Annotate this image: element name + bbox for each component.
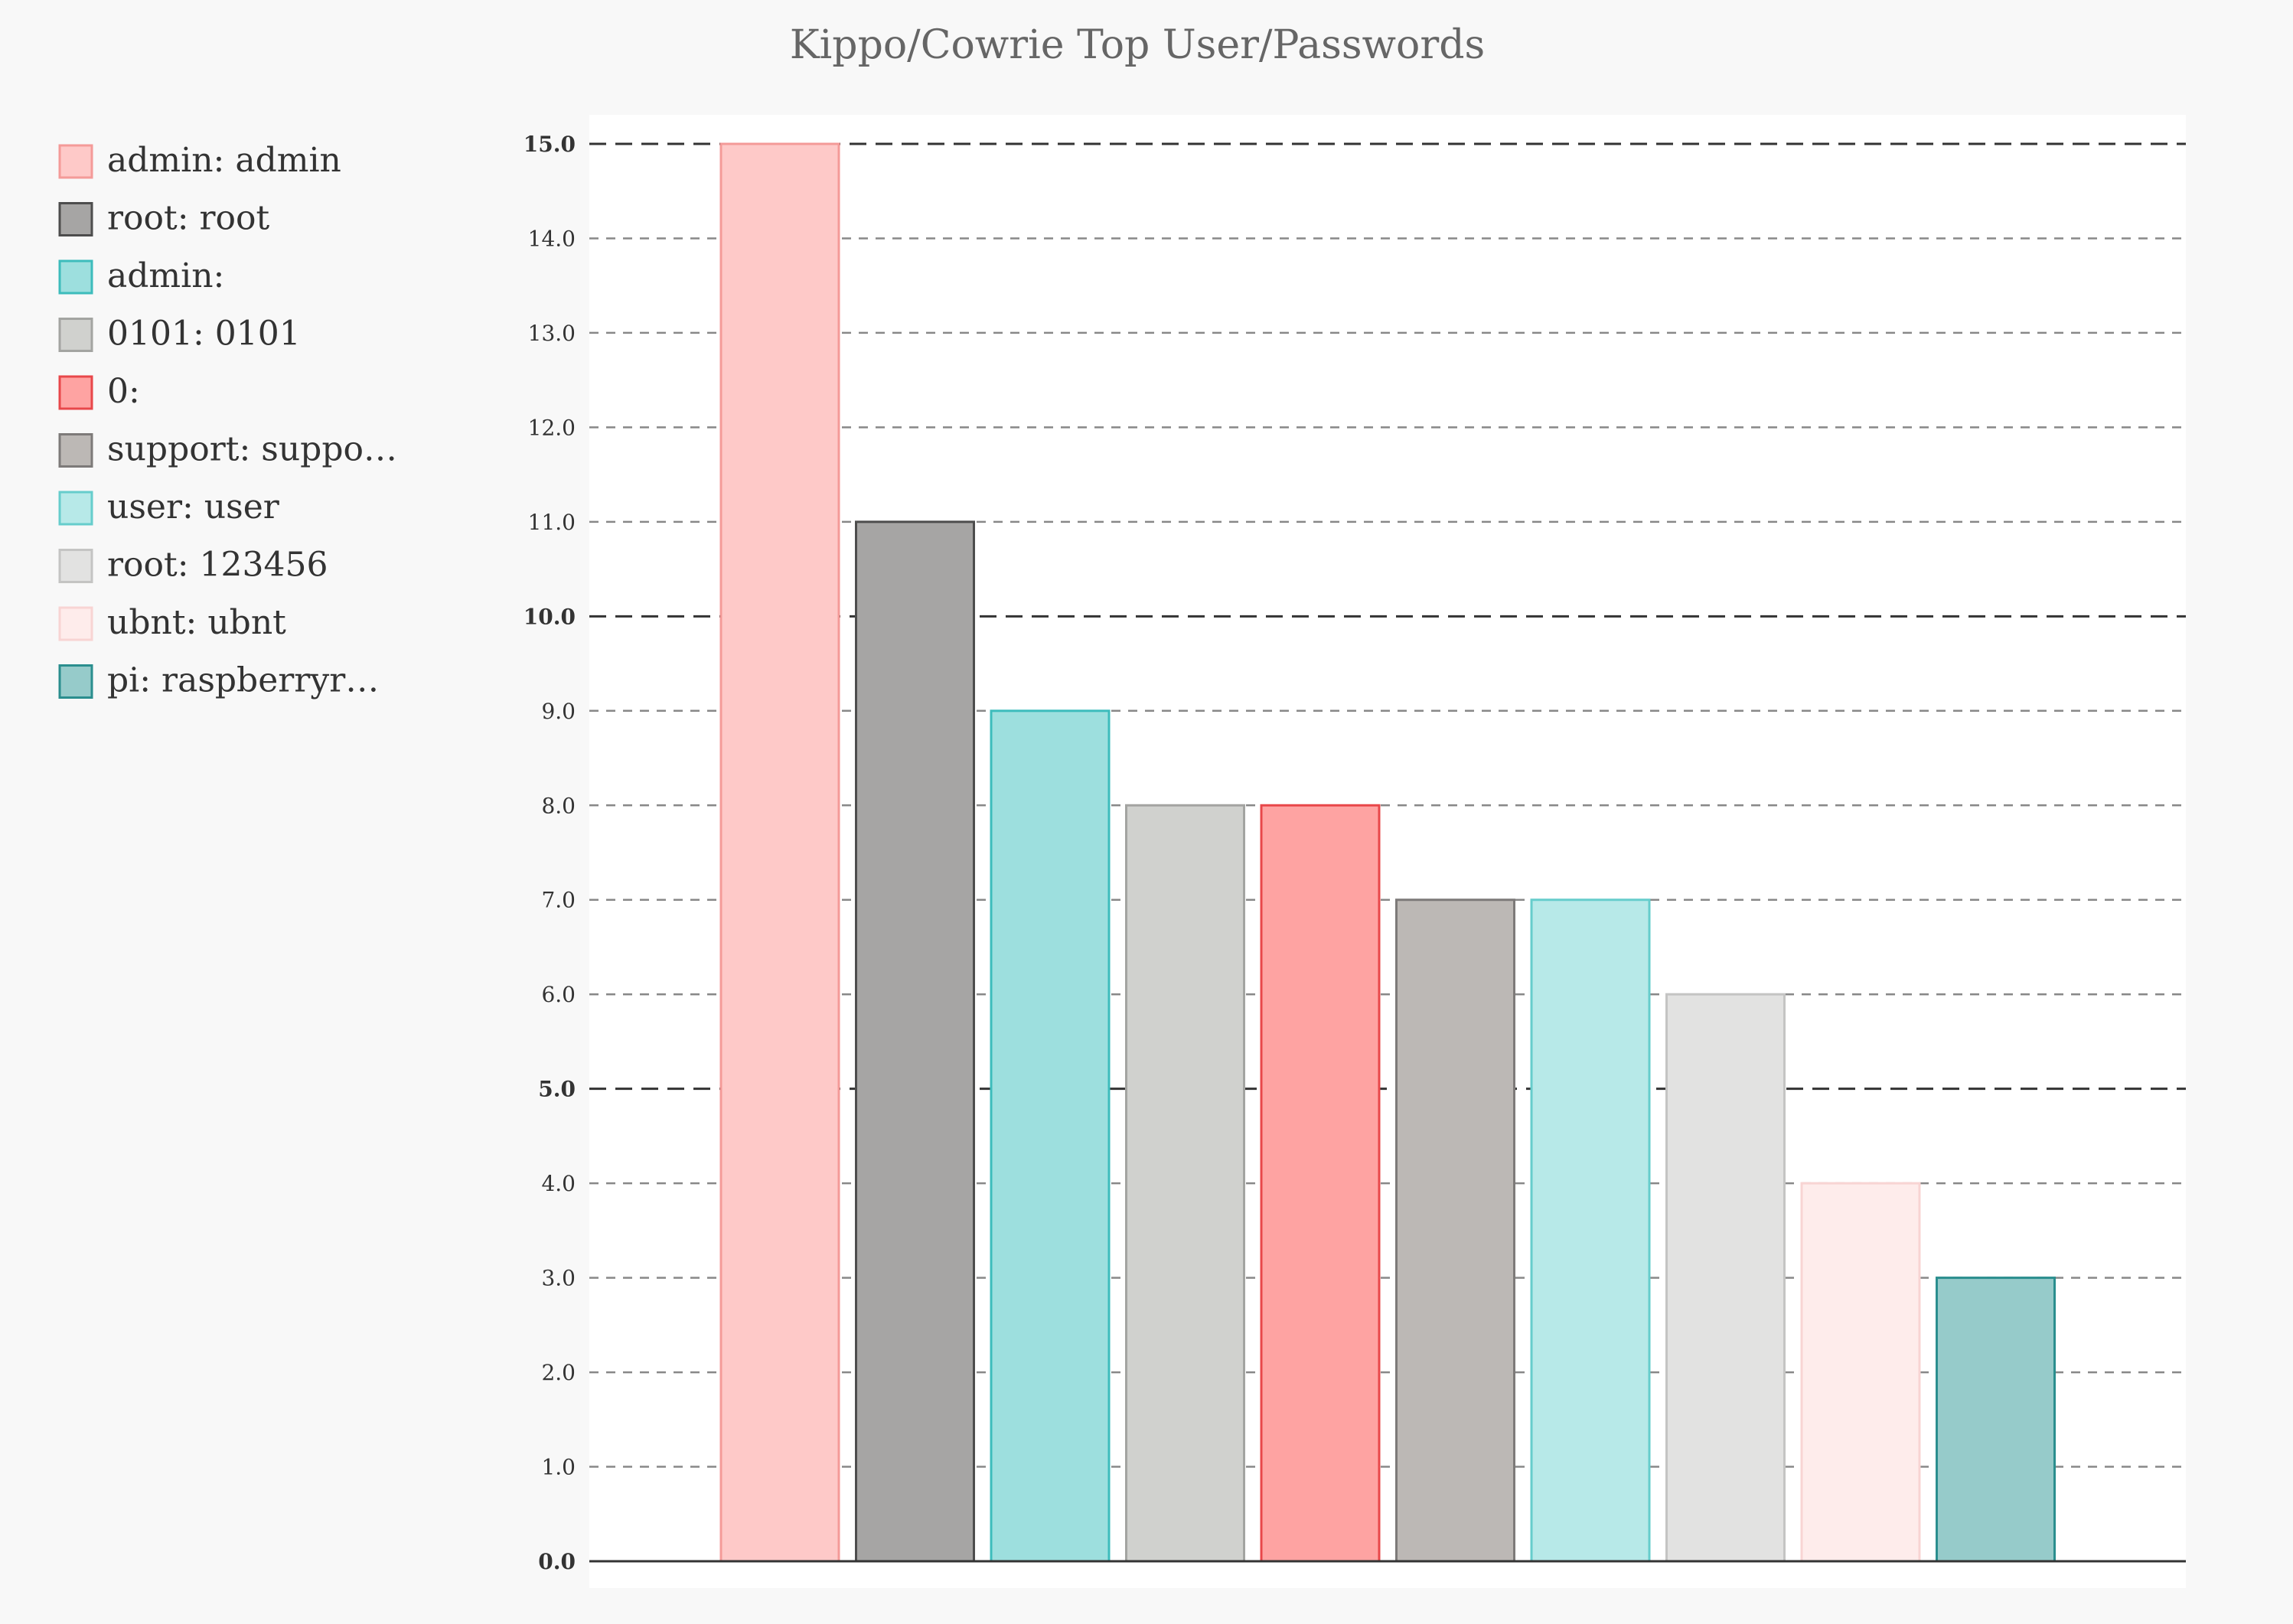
legend-swatch — [58, 318, 93, 352]
bar — [1125, 804, 1245, 1563]
legend-swatch — [58, 491, 93, 526]
chart-title: Kippo/Cowrie Top User/Passwords — [790, 22, 1485, 68]
legend-item: user: user — [58, 488, 280, 527]
bars — [719, 142, 2056, 1563]
legend-swatch — [58, 606, 93, 641]
y-tick-label: 13.0 — [528, 321, 576, 346]
y-tick-label: 7.0 — [541, 888, 576, 913]
legend-label: 0: — [107, 372, 140, 411]
bar — [1395, 898, 1515, 1563]
legend-swatch — [58, 664, 93, 699]
bar — [990, 709, 1111, 1563]
legend-label: root: root — [107, 199, 270, 238]
y-tick-label: 3.0 — [541, 1266, 576, 1291]
legend-swatch — [58, 259, 93, 295]
y-tick-label: 4.0 — [541, 1171, 576, 1196]
legend-item: pi: raspberryr… — [58, 661, 379, 700]
legend-item: ubnt: ubnt — [58, 603, 286, 642]
bar — [1665, 993, 1786, 1563]
legend-label: ubnt: ubnt — [107, 603, 286, 642]
bar — [1936, 1277, 2056, 1563]
bar — [1530, 898, 1651, 1563]
y-tick-label: 1.0 — [541, 1455, 576, 1480]
legend-item: root: root — [58, 199, 270, 238]
legend-item: 0101: 0101 — [58, 315, 301, 354]
legend-label: pi: raspberryr… — [107, 661, 379, 700]
legend-swatch — [58, 375, 93, 410]
y-tick-label: 6.0 — [541, 982, 576, 1007]
y-tick-label: 0.0 — [538, 1549, 576, 1574]
legend-item: support: suppo… — [58, 430, 397, 469]
legend-label: admin: admin — [107, 141, 341, 180]
bar — [1800, 1182, 1921, 1563]
legend-swatch — [58, 202, 93, 236]
y-tick-label: 11.0 — [528, 510, 576, 535]
legend-swatch — [58, 433, 93, 468]
bar — [1260, 804, 1381, 1563]
legend-label: 0101: 0101 — [107, 315, 301, 354]
y-tick-label: 10.0 — [524, 604, 576, 629]
legend-swatch — [58, 549, 93, 583]
legend-label: user: user — [107, 488, 280, 527]
y-tick-label: 8.0 — [541, 793, 576, 818]
y-tick-label: 2.0 — [541, 1360, 576, 1385]
bar — [855, 520, 975, 1563]
legend-item: admin: admin — [58, 141, 341, 180]
legend: admin: admin root: root admin: 0101: 0101 0:… — [58, 141, 397, 700]
legend-swatch — [58, 144, 93, 179]
y-tick-label: 5.0 — [538, 1077, 576, 1102]
y-tick-label: 15.0 — [524, 132, 576, 157]
legend-item: admin: — [58, 256, 224, 295]
y-axis-ticks: 0.0 1.0 2.0 3.0 4.0 5.0 6.0 7.0 8.0 9.0 10.0 11.0 12… — [524, 132, 576, 1574]
y-tick-label: 14.0 — [528, 226, 576, 251]
legend-label: support: suppo… — [107, 430, 397, 469]
y-tick-label: 12.0 — [528, 415, 576, 440]
legend-label: admin: — [107, 256, 224, 295]
bar — [719, 142, 840, 1563]
y-tick-label: 9.0 — [541, 699, 576, 724]
legend-label: root: 123456 — [107, 546, 328, 585]
legend-item: 0: — [58, 372, 140, 411]
legend-item: root: 123456 — [58, 546, 328, 585]
